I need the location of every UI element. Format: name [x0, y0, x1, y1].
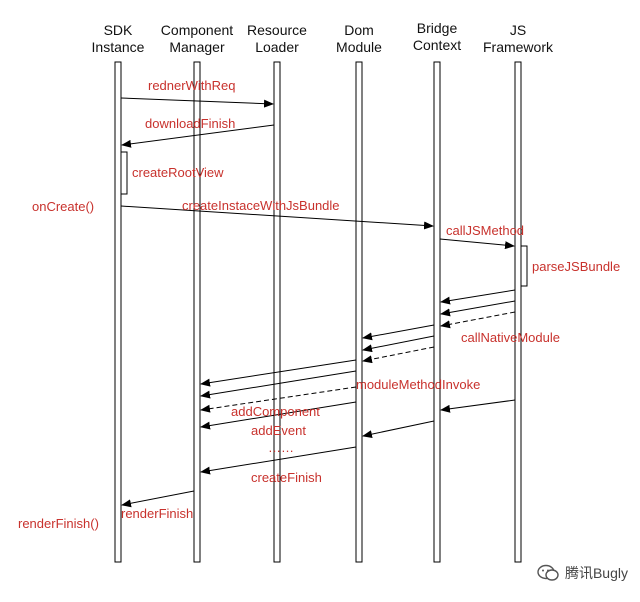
header-component-manager: Component Manager	[142, 22, 252, 56]
label-create-instance: createInstaceWithJsBundle	[182, 198, 340, 213]
lifeline-bridge-context	[433, 61, 441, 563]
arrow-bridge-to-dom-4	[362, 420, 435, 439]
arrow-js-to-bridge-2	[440, 300, 516, 317]
watermark-text: 腾讯Bugly	[564, 565, 628, 581]
arrow-create-finish	[200, 446, 357, 475]
arrow-call-js-method	[439, 238, 515, 250]
header-bridge-context-line2: Context	[412, 37, 462, 53]
header-sdk-instance-line2: Instance	[91, 39, 145, 55]
arrow-bridge-to-dom-1	[362, 324, 435, 341]
header-resource-loader: Resource Loader	[222, 22, 332, 56]
arrow-bridge-to-dom-2	[362, 335, 435, 353]
header-bridge-context: Bridge Context	[382, 20, 492, 54]
header-js-framework-line1: JS	[509, 22, 527, 38]
arrow-dom-to-cm-2	[200, 370, 357, 399]
header-dom-module-line1: Dom	[344, 22, 374, 38]
wechat-icon	[537, 564, 559, 581]
watermark: 腾讯Bugly	[537, 563, 628, 583]
label-create-root-view: createRootView	[132, 165, 224, 180]
header-component-manager-line2: Manager	[169, 39, 225, 55]
header-bridge-context-line1: Bridge	[416, 20, 458, 36]
activation-create-root-view	[120, 151, 128, 195]
label-download-finish: downloadFinish	[145, 116, 236, 131]
header-dom-module-line2: Module	[336, 39, 382, 55]
header-js-framework-line2: Framework	[482, 39, 553, 55]
lifeline-component-manager	[193, 61, 201, 563]
label-create-finish: createFinish	[251, 470, 322, 485]
header-component-manager-line1: Component	[160, 22, 234, 38]
label-module-method-invoke: moduleMethodInvoke	[356, 377, 481, 392]
label-call-native-module: callNativeModule	[461, 330, 560, 345]
header-sdk-instance: SDK Instance	[63, 22, 173, 56]
lifeline-dom-module	[355, 61, 363, 563]
arrow-create-instance	[120, 205, 434, 230]
label-redner-with-req: rednerWithReq	[148, 78, 236, 93]
lifeline-sdk-instance	[114, 61, 122, 563]
header-dom-module: Dom Module	[304, 22, 414, 56]
label-render-finish-call: renderFinish()	[18, 516, 99, 531]
label-render-finish: renderFinish	[121, 506, 194, 521]
arrow-js-to-bridge-1	[440, 289, 516, 305]
header-js-framework: JS Framework	[463, 22, 573, 56]
header-resource-loader-line1: Resource	[247, 22, 307, 38]
arrow-render-finish	[121, 490, 195, 508]
arrow-js-to-bridge-4	[440, 399, 516, 413]
lifeline-js-framework	[514, 61, 522, 563]
label-on-create: onCreate()	[32, 199, 95, 214]
label-add-event: addEvent	[251, 423, 306, 438]
arrow-bridge-to-dom-3	[362, 346, 435, 364]
arrow-js-to-bridge-3	[440, 311, 516, 329]
header-sdk-instance-line1: SDK	[103, 22, 133, 38]
arrow-dom-to-cm-3	[200, 386, 357, 413]
lifeline-resource-loader	[273, 61, 281, 563]
header-resource-loader-line2: Loader	[255, 39, 299, 55]
label-parse-js-bundle: parseJSBundle	[532, 259, 621, 274]
label-ellipsis: ……	[268, 440, 294, 455]
arrow-download-finish	[121, 124, 275, 148]
arrow-dom-to-cm-4	[200, 401, 357, 430]
arrow-dom-to-cm-1	[200, 359, 357, 387]
arrow-redner-with-req	[120, 97, 274, 108]
activation-parse-js-bundle	[520, 245, 528, 287]
label-add-component: addComponent	[231, 404, 320, 419]
label-call-js-method: callJSMethod	[446, 223, 525, 238]
